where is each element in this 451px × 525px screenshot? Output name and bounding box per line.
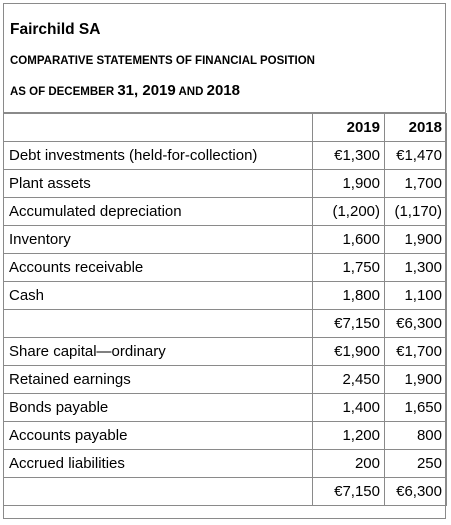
table-row: €7,150 €6,300 (3, 477, 447, 506)
table-row: Accounts payable 1,200 800 (3, 421, 447, 450)
row-label: Plant assets (3, 169, 313, 198)
value-2018: 1,700 (384, 169, 447, 198)
table-row: Cash 1,800 1,100 (3, 281, 447, 310)
table-row: Debt investments (held-for-collection) €1… (3, 141, 447, 170)
value-2018: 1,650 (384, 393, 447, 422)
value-2018: €1,700 (384, 337, 447, 366)
value-2019: €7,150 (312, 477, 385, 506)
value-2019: 1,750 (312, 253, 385, 282)
table-row: Accumulated depreciation (1,200) (1,170) (3, 197, 447, 226)
value-2019: €1,900 (312, 337, 385, 366)
statement-title: COMPARATIVE STATEMENTS OF FINANCIAL POSI… (10, 55, 315, 67)
value-2018: 1,300 (384, 253, 447, 282)
row-label (3, 477, 313, 506)
company-name: Fairchild SA (10, 21, 101, 38)
table-row: Plant assets 1,900 1,700 (3, 169, 447, 198)
financial-position-table: 2019 2018 Debt investments (held-for-col… (3, 113, 447, 506)
value-2018: 1,900 (384, 365, 447, 394)
statement-header: Fairchild SA COMPARATIVE STATEMENTS OF F… (3, 3, 446, 113)
value-2019: 1,600 (312, 225, 385, 254)
value-2018: 1,100 (384, 281, 447, 310)
value-2019: (1,200) (312, 197, 385, 226)
row-label: Inventory (3, 225, 313, 254)
value-2018: (1,170) (384, 197, 447, 226)
table-row: €7,150 €6,300 (3, 309, 447, 338)
value-2019: €7,150 (312, 309, 385, 338)
value-2019: 1,900 (312, 169, 385, 198)
value-2019: 200 (312, 449, 385, 478)
row-label: Bonds payable (3, 393, 313, 422)
row-label: Accounts payable (3, 421, 313, 450)
header-year-2018: 2018 (384, 113, 447, 142)
row-label: Cash (3, 281, 313, 310)
row-label (3, 309, 313, 338)
row-label: Accrued liabilities (3, 449, 313, 478)
value-2018: 800 (384, 421, 447, 450)
value-2018: 1,900 (384, 225, 447, 254)
value-2018: €1,470 (384, 141, 447, 170)
row-label: Accounts receivable (3, 253, 313, 282)
row-label: Retained earnings (3, 365, 313, 394)
table-row: Share capital—ordinary €1,900 €1,700 (3, 337, 447, 366)
date-year-2018: 2018 (206, 82, 240, 99)
row-label: Share capital—ordinary (3, 337, 313, 366)
value-2019: 2,450 (312, 365, 385, 394)
table-row: Accounts receivable 1,750 1,300 (3, 253, 447, 282)
table-row: Accrued liabilities 200 250 (3, 449, 447, 478)
value-2019: 1,200 (312, 421, 385, 450)
table-row: Bonds payable 1,400 1,650 (3, 393, 447, 422)
statement-date: AS OF DECEMBER 31, 2019 AND 2018 (10, 82, 240, 99)
row-label: Accumulated depreciation (3, 197, 313, 226)
value-2019: 1,800 (312, 281, 385, 310)
header-label-cell (3, 113, 313, 142)
row-label: Debt investments (held-for-collection) (3, 141, 313, 170)
date-and: AND (175, 86, 207, 98)
value-2019: 1,400 (312, 393, 385, 422)
date-prefix: AS OF DECEMBER (10, 86, 118, 98)
header-year-2019: 2019 (312, 113, 385, 142)
table-row: Inventory 1,600 1,900 (3, 225, 447, 254)
table-header-row: 2019 2018 (3, 113, 447, 142)
table-row: Retained earnings 2,450 1,900 (3, 365, 447, 394)
value-2018: €6,300 (384, 309, 447, 338)
value-2019: €1,300 (312, 141, 385, 170)
value-2018: 250 (384, 449, 447, 478)
value-2018: €6,300 (384, 477, 447, 506)
date-day-year: 31, 2019 (117, 82, 176, 99)
